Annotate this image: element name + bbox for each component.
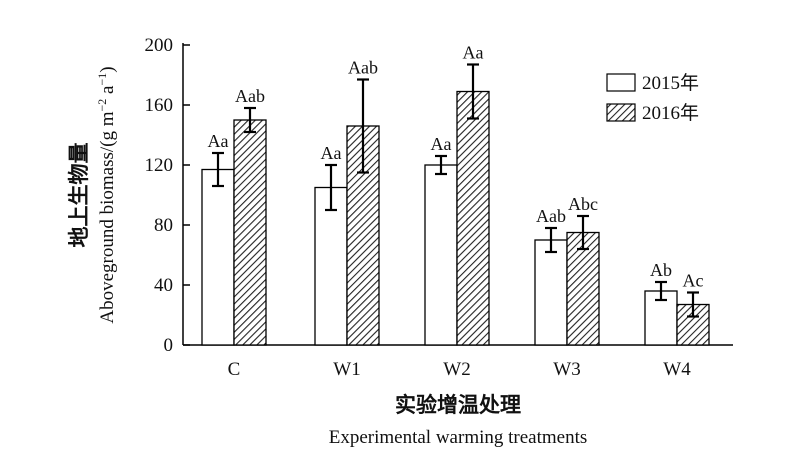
significance-label: Aa <box>208 131 229 151</box>
bar-2015-w1 <box>314 186 348 346</box>
bar-2016-w3 <box>566 231 600 346</box>
y-tick-label: 80 <box>154 215 173 236</box>
legend-swatch-2016 <box>606 103 636 122</box>
y-axis-title-cn: 地上生物量 <box>67 143 91 248</box>
x-tick-label: W2 <box>443 359 470 380</box>
significance-label: Aa <box>463 43 484 63</box>
y-ticks: 0 40 80 120 160 200 <box>145 35 190 356</box>
bar-2016-w2 <box>456 90 490 346</box>
x-axis-title-en: Experimental warming treatments <box>329 427 588 448</box>
significance-label: Aab <box>348 58 378 78</box>
y-axis-title-en: Aboveground biomass/(g m−2 a−1) <box>95 66 118 323</box>
x-tick-label: C <box>228 359 241 380</box>
y-tick-label: 160 <box>145 95 174 116</box>
error-bars <box>212 63 699 318</box>
bar-2015-w3 <box>534 239 568 346</box>
y-tick-label: 200 <box>145 35 174 56</box>
significance-label: Aa <box>321 143 342 163</box>
x-tick-label: W1 <box>333 359 360 380</box>
y-tick-label: 0 <box>164 335 174 356</box>
significance-label: Abc <box>568 194 598 214</box>
significance-letters: Aa Aa Aa Aab Ab Aab Aab Aa Abc Ac <box>208 43 704 291</box>
x-tick-label: W3 <box>553 359 580 380</box>
bar-2015-w2 <box>424 164 458 346</box>
bars <box>201 90 710 346</box>
y-tick-label: 40 <box>154 275 173 296</box>
significance-label: Aa <box>431 134 452 154</box>
y-tick-label: 120 <box>145 155 174 176</box>
legend-label-2016: 2016年 <box>642 102 699 124</box>
x-tick-label: W4 <box>663 359 691 380</box>
bar-2015-c <box>201 168 235 346</box>
bar-2016-c <box>233 119 267 346</box>
legend-label-2015: 2015年 <box>642 72 699 94</box>
x-axis-title-cn: 实验增温处理 <box>395 393 521 417</box>
significance-label: Aab <box>536 206 566 226</box>
significance-label: Ab <box>650 260 672 280</box>
significance-label: Ac <box>683 271 704 291</box>
legend-swatch-2015 <box>606 73 636 92</box>
significance-label: Aab <box>235 86 265 106</box>
legend: 2015年 2016年 <box>606 72 699 124</box>
